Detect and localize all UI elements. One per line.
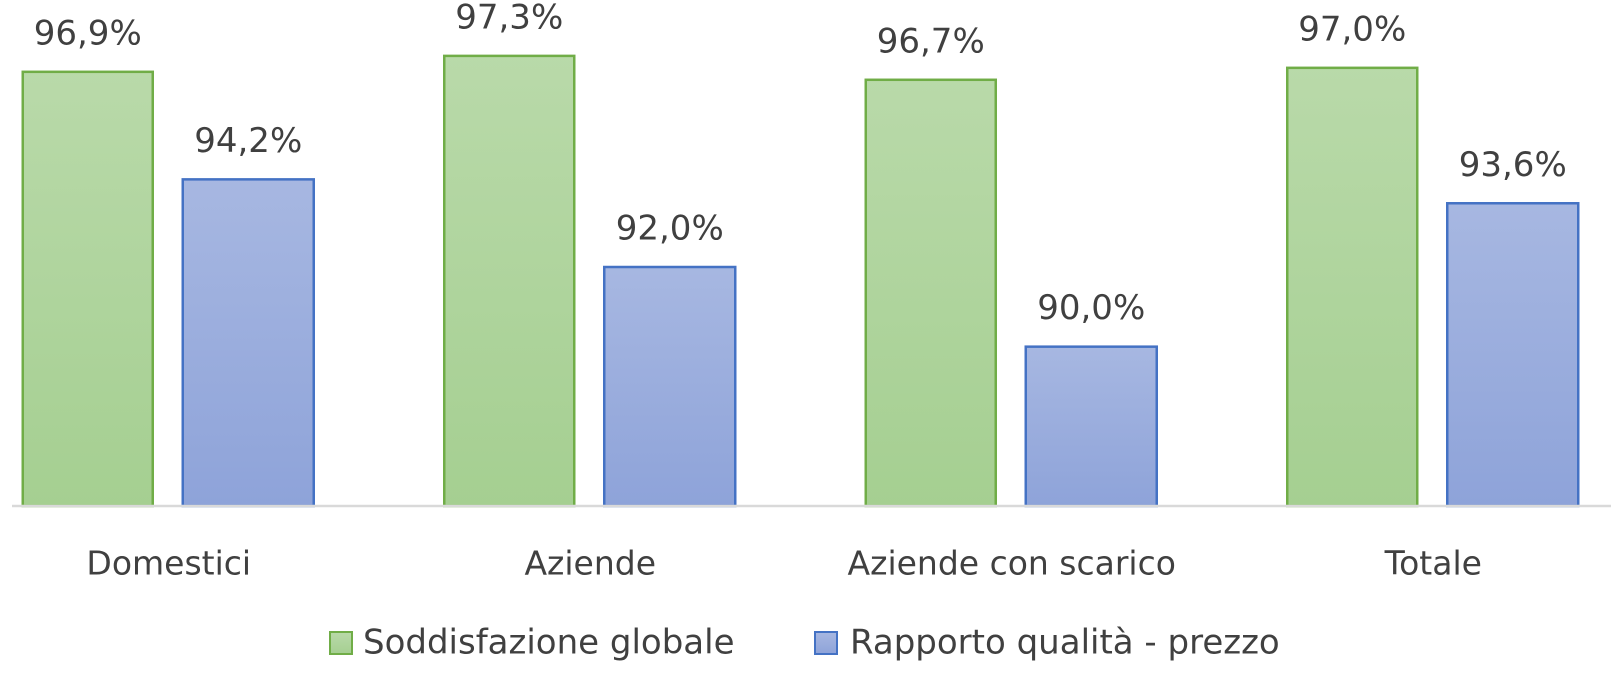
bar: [21, 70, 154, 508]
legend-swatch: [329, 631, 353, 655]
legend-label: Rapporto qualità - prezzo: [850, 623, 1280, 663]
data-label: 96,7%: [877, 21, 985, 61]
data-label: 97,0%: [1298, 9, 1406, 49]
data-label: 93,6%: [1459, 145, 1567, 185]
data-label: 97,3%: [455, 0, 563, 37]
data-label: 96,9%: [34, 13, 142, 53]
bar: [603, 265, 737, 508]
bar: [864, 78, 997, 508]
x-tick-label: Aziende con scarico: [848, 544, 1176, 583]
legend-swatch: [814, 631, 838, 655]
x-tick-label: Aziende: [524, 544, 656, 583]
bar: [1446, 202, 1580, 508]
bar: [1286, 66, 1419, 508]
data-label: 94,2%: [194, 121, 302, 161]
legend-label: Soddisfazione globale: [363, 623, 735, 663]
x-tick-label: Domestici: [86, 544, 251, 583]
bar: [443, 54, 576, 508]
x-tick-label: Totale: [1384, 544, 1482, 583]
bar: [1024, 345, 1158, 508]
data-label: 92,0%: [616, 209, 724, 249]
data-label: 90,0%: [1037, 288, 1145, 328]
bar: [181, 178, 315, 508]
